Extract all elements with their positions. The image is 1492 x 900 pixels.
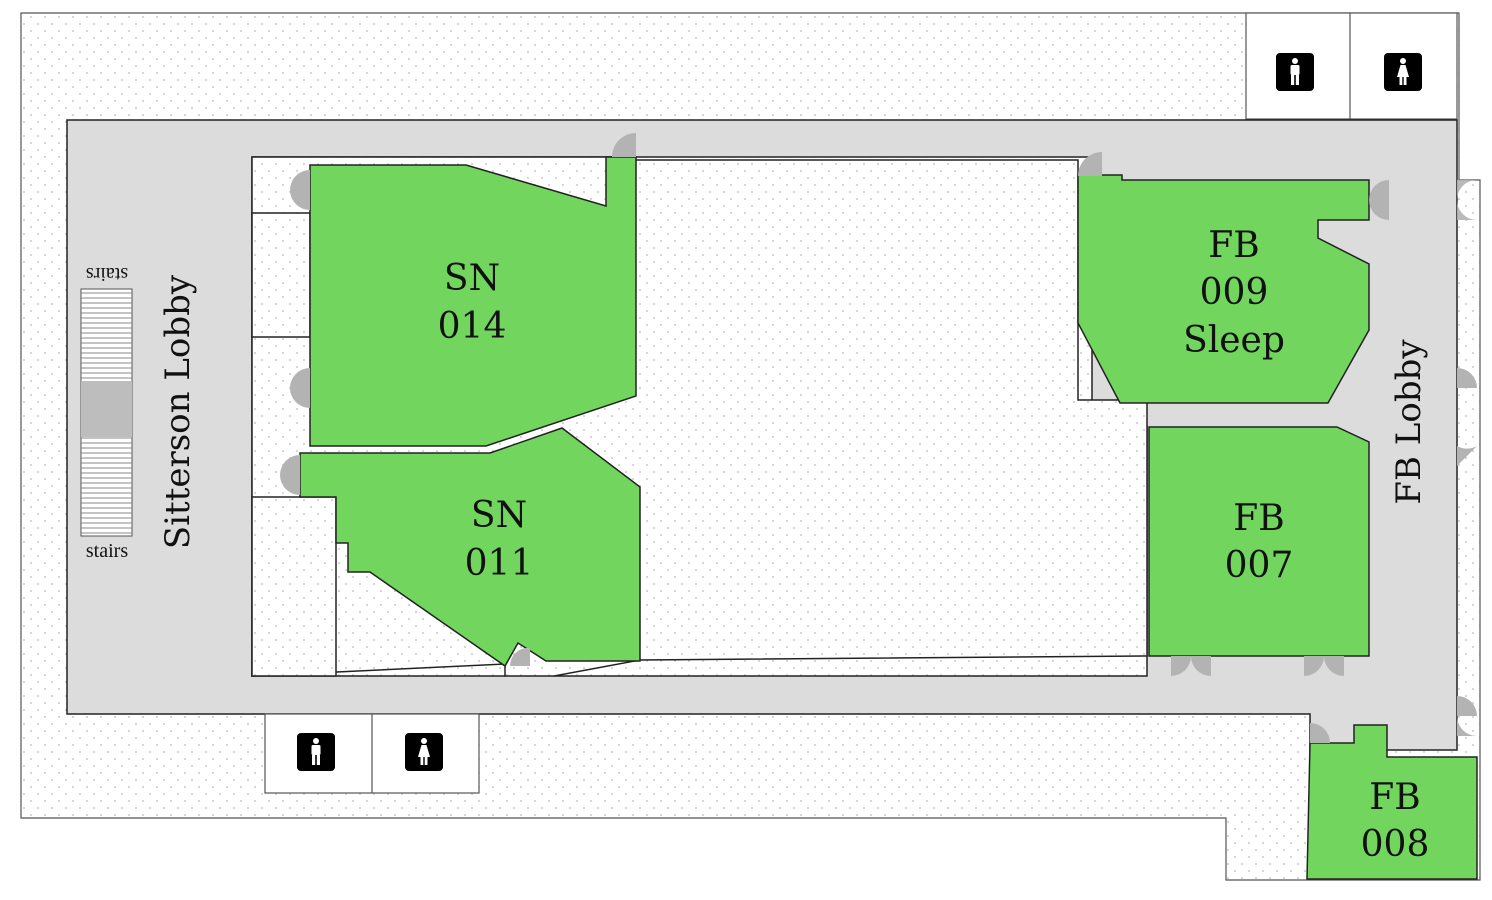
door-icon [1457,696,1477,716]
door-icon [509,647,530,666]
door-icon [290,170,310,190]
room-label-fb-009-line1: FB [1208,225,1259,266]
room-fb-009[interactable] [1077,174,1370,404]
fb-lobby-label: FB Lobby [1389,339,1429,505]
room-label-sn-011-line2: 011 [465,543,534,584]
room-label-sn-014-line2: 014 [438,306,507,347]
room-label-fb-009-line2: 009 [1200,272,1269,313]
room-label-fb-007-line1: FB [1233,498,1284,539]
stairs-bottom-label: stairs [86,540,128,562]
door-icon [290,190,310,210]
sitterson-lobby-label: Sitterson Lobby [158,274,198,549]
door-icon [1369,180,1389,200]
room-label-fb-007-line2: 007 [1225,545,1294,586]
door-icon [1457,368,1477,388]
room-sn-014[interactable] [309,156,637,447]
womens-restroom-icon[interactable] [1384,53,1422,91]
room-label-fb-008-line1: FB [1369,777,1420,818]
room-label-sn-014-line1: SN [444,258,500,299]
stairs[interactable] [80,288,133,537]
door-icon [280,475,300,495]
door-icon [1457,446,1477,466]
mens-restroom-icon[interactable] [1276,53,1314,91]
door-icon [612,133,636,157]
storage-space [251,212,311,338]
storage-space [251,496,337,677]
door-icon [1304,656,1324,676]
room-label-fb-009-line3: Sleep [1183,320,1285,361]
door-icon [290,388,310,408]
door-icon [1457,716,1477,736]
room-fb-007[interactable] [1148,426,1370,657]
stair-landing [81,381,132,437]
door-icon [1324,656,1344,676]
door-icon [1171,656,1191,676]
door-icon [290,368,310,388]
door-icon [1191,656,1211,676]
door-icon [1369,200,1389,220]
door-icon [1310,723,1330,743]
room-fb-008[interactable] [1306,724,1478,880]
door-icon [1457,200,1477,220]
room-label-sn-011-line1: SN [471,495,527,536]
stairs-top-label: stairs [86,263,128,285]
mens-restroom-icon[interactable] [297,733,335,771]
doors [280,133,1477,743]
door-icon [280,455,300,475]
room-label-fb-008-line2: 008 [1361,824,1430,865]
womens-restroom-icon[interactable] [405,733,443,771]
room-sn-011[interactable] [299,427,641,668]
door-icon [1078,152,1102,176]
door-icon [1457,180,1477,200]
